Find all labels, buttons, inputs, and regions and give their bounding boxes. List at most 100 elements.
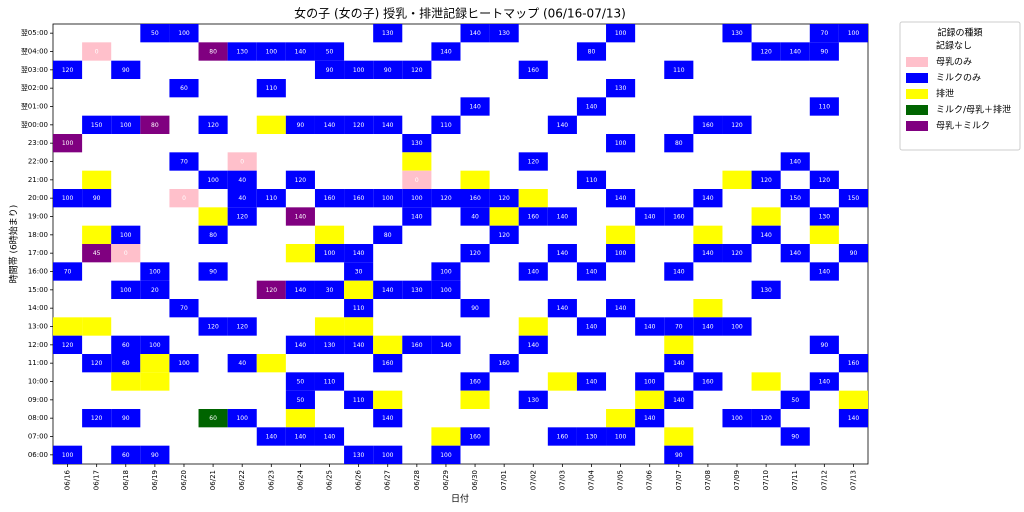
- x-tick-label: 06/30: [471, 470, 479, 490]
- heat-cell: [664, 262, 694, 281]
- heat-cell: [256, 115, 286, 134]
- legend-label: 母乳＋ミルク: [936, 120, 990, 132]
- heat-cell: [809, 335, 839, 354]
- heat-cell: [373, 115, 403, 134]
- heat-cell: [606, 299, 636, 318]
- heat-cell: [751, 225, 781, 244]
- heat-cell: [82, 317, 112, 336]
- heat-cell: [838, 354, 868, 373]
- heat-cell: [53, 317, 83, 336]
- cell-label: 160: [528, 67, 540, 74]
- x-tick-label: 06/29: [442, 470, 450, 490]
- cell-label: 140: [702, 324, 714, 331]
- cell-label: 120: [236, 324, 248, 331]
- cell-label: 30: [326, 287, 334, 294]
- cell-label: 60: [180, 85, 188, 92]
- cell-label: 100: [440, 269, 452, 276]
- heat-cell: [111, 60, 141, 79]
- cell-label: 100: [440, 287, 452, 294]
- heat-cell: [169, 189, 199, 208]
- heat-cell: [198, 225, 228, 244]
- heat-cell: [285, 372, 315, 391]
- cell-label: 130: [498, 30, 510, 37]
- x-tick-label: 06/27: [384, 470, 392, 490]
- y-tick-label: 翌01:00: [21, 103, 48, 111]
- cell-label: 140: [586, 324, 598, 331]
- cell-label: 130: [411, 287, 423, 294]
- heat-cell: [285, 115, 315, 134]
- heat-cell: [111, 335, 141, 354]
- x-tick-label: 06/20: [180, 470, 188, 490]
- heat-cell: [751, 42, 781, 61]
- y-tick-label: 07:00: [28, 433, 48, 441]
- cell-label: 140: [295, 49, 307, 56]
- cell-label: 120: [91, 360, 103, 367]
- cell-label: 0: [95, 49, 99, 56]
- heat-cell: [53, 134, 83, 153]
- heat-cell: [693, 299, 723, 318]
- cell-label: 160: [498, 360, 510, 367]
- cell-label: 100: [207, 177, 219, 184]
- heat-cell: [635, 372, 665, 391]
- legend-label: 排泄: [936, 88, 954, 100]
- heat-cell: [256, 79, 286, 98]
- heat-cell: [82, 170, 112, 189]
- x-tick-label: 07/03: [558, 470, 566, 490]
- heat-cell: [53, 189, 83, 208]
- cell-label: 140: [760, 232, 772, 239]
- cell-label: 160: [324, 195, 336, 202]
- heat-cell: [751, 170, 781, 189]
- heat-cell: [693, 317, 723, 336]
- x-tick-label: 07/04: [587, 469, 595, 490]
- heat-cell: [82, 115, 112, 134]
- cell-label: 90: [471, 305, 479, 312]
- heat-cell: [285, 409, 315, 428]
- heat-cell: [809, 170, 839, 189]
- cell-label: 0: [182, 195, 186, 202]
- x-tick-label: 07/11: [791, 470, 799, 490]
- x-tick-label: 06/21: [209, 470, 217, 490]
- cell-label: 40: [238, 177, 246, 184]
- legend-swatch: [906, 41, 928, 51]
- cell-label: 70: [180, 159, 188, 166]
- cell-label: 70: [64, 269, 72, 276]
- heat-cell: [780, 390, 810, 409]
- heat-cell: [402, 207, 432, 226]
- heat-cell: [227, 152, 257, 171]
- cell-label: 100: [382, 195, 394, 202]
- cell-label: 100: [411, 195, 423, 202]
- cell-label: 100: [62, 140, 74, 147]
- heat-cell: [518, 335, 548, 354]
- cell-label: 90: [675, 452, 683, 459]
- heat-cell: [780, 152, 810, 171]
- heat-cell: [518, 152, 548, 171]
- heat-cell: [227, 317, 257, 336]
- cell-label: 80: [209, 49, 217, 56]
- heat-cell: [518, 317, 548, 336]
- y-tick-label: 06:00: [28, 451, 48, 459]
- heat-cell: [285, 390, 315, 409]
- cell-label: 110: [324, 379, 336, 386]
- heat-cell: [402, 280, 432, 299]
- cell-label: 140: [586, 379, 598, 386]
- heat-cell: [547, 299, 577, 318]
- cell-label: 60: [122, 342, 130, 349]
- heat-cell: [431, 115, 461, 134]
- x-tick-label: 06/16: [64, 469, 72, 490]
- heat-cell: [314, 335, 345, 354]
- y-tick-label: 10:00: [28, 378, 48, 386]
- heat-cell: [314, 42, 345, 61]
- x-tick-label: 07/12: [820, 470, 828, 490]
- heat-cell: [373, 60, 403, 79]
- heat-cell: [751, 280, 781, 299]
- heat-cell: [344, 244, 374, 263]
- legend-swatch: [906, 57, 928, 67]
- heat-cell: [169, 24, 199, 43]
- cell-label: 130: [760, 287, 772, 294]
- x-tick-label: 06/23: [267, 470, 275, 490]
- y-tick-label: 11:00: [28, 359, 48, 367]
- cell-label: 130: [731, 30, 743, 37]
- heat-cell: [460, 390, 490, 409]
- cell-label: 130: [324, 342, 336, 349]
- heat-cell: [344, 262, 374, 281]
